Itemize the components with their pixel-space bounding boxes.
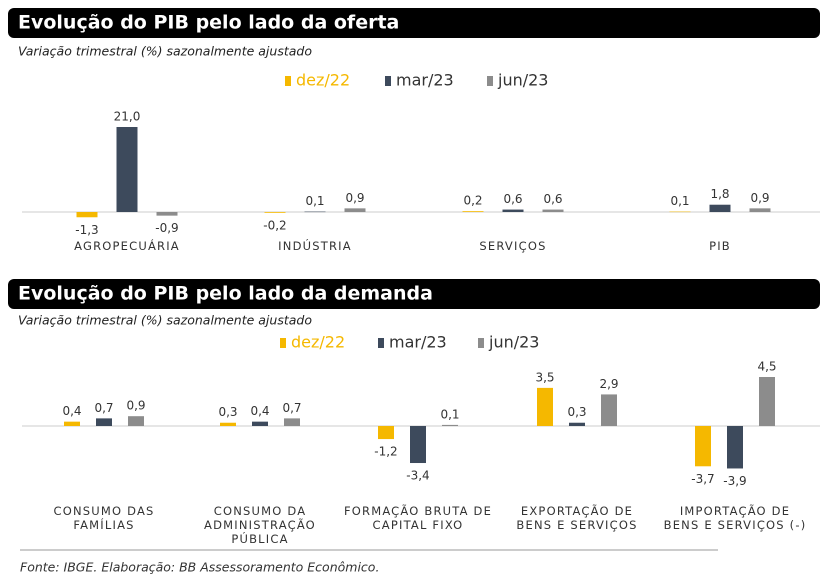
value-label: 0,2 <box>463 194 482 208</box>
category-label: INDÚSTRIA <box>278 239 352 253</box>
bar <box>537 387 553 426</box>
legend-label: mar/23 <box>389 333 447 352</box>
bar <box>669 211 691 213</box>
legend-swatch <box>280 338 286 348</box>
bar <box>569 422 585 426</box>
bar <box>378 426 394 440</box>
title-bar <box>8 8 820 38</box>
category-label: CONSUMO DA ADMINISTRAÇÃO PÚBLICA <box>204 504 316 546</box>
chart-subtitle: Variação trimestral (%) sazonalmente aju… <box>18 44 312 59</box>
bar <box>304 211 326 213</box>
value-label: 0,6 <box>543 192 562 206</box>
bar <box>442 424 458 426</box>
value-label: 0,4 <box>62 404 81 418</box>
value-label: 21,0 <box>114 110 141 124</box>
value-label: 0,9 <box>126 399 145 413</box>
legend-swatch <box>487 76 493 86</box>
value-label: -3,4 <box>406 469 429 483</box>
category-label: IMPORTAÇÃO DE BENS E SERVIÇOS (-) <box>663 504 807 532</box>
value-label: -0,2 <box>263 218 286 232</box>
legend-label: jun/23 <box>488 333 539 352</box>
bar <box>156 212 178 216</box>
value-label: 0,9 <box>345 191 364 205</box>
value-label: -1,2 <box>374 445 397 459</box>
bar <box>284 418 300 426</box>
bar <box>759 377 775 426</box>
value-label: 3,5 <box>535 370 554 384</box>
bar <box>749 208 771 212</box>
value-label: 0,6 <box>503 192 522 206</box>
category-label: SERVIÇOS <box>479 239 547 253</box>
bar <box>502 209 524 212</box>
value-label: 0,3 <box>567 405 586 419</box>
chart-title: Evolução do PIB pelo lado da demanda <box>18 283 433 305</box>
legend-swatch <box>285 76 291 86</box>
legend-label: jun/23 <box>497 71 548 90</box>
category-label: PIB <box>709 239 731 253</box>
bar <box>128 416 144 426</box>
legend-swatch <box>478 338 484 348</box>
value-label: -3,7 <box>691 472 714 486</box>
bar <box>116 127 138 212</box>
bar <box>462 211 484 212</box>
bar <box>695 426 711 467</box>
value-label: 0,7 <box>94 401 113 415</box>
bar <box>542 209 564 212</box>
value-label: 0,4 <box>250 404 269 418</box>
value-label: 0,1 <box>440 407 459 421</box>
bar <box>410 426 426 464</box>
bar <box>727 426 743 469</box>
value-label: 0,9 <box>750 191 769 205</box>
category-label: CONSUMO DAS FAMÍLIAS <box>53 504 155 532</box>
legend-label: dez/22 <box>291 333 345 352</box>
bar <box>709 204 731 212</box>
value-label: 1,8 <box>710 187 729 201</box>
bar <box>344 208 366 212</box>
legend-swatch <box>385 76 391 86</box>
value-label: 4,5 <box>757 360 776 374</box>
value-label: -3,9 <box>723 474 746 488</box>
bar <box>601 394 617 426</box>
bar <box>96 418 112 426</box>
value-label: 0,7 <box>282 401 301 415</box>
bar <box>252 421 268 426</box>
value-label: 2,9 <box>599 377 618 391</box>
category-label: FORMAÇÃO BRUTA DE CAPITAL FIXO <box>343 504 493 532</box>
chart-subtitle: Variação trimestral (%) sazonalmente aju… <box>18 313 312 328</box>
value-label: -0,9 <box>155 221 178 235</box>
source: Fonte: IBGE. Elaboração: BB Assessoramen… <box>20 560 379 575</box>
bar <box>220 422 236 426</box>
category-label: EXPORTAÇÃO DE BENS E SERVIÇOS <box>516 504 638 532</box>
value-label: 0,3 <box>218 405 237 419</box>
bar <box>264 212 286 213</box>
legend-label: mar/23 <box>396 71 454 90</box>
legend-label: dez/22 <box>296 71 350 90</box>
title-bar <box>8 279 820 309</box>
value-label: 0,1 <box>305 194 324 208</box>
legend-swatch <box>378 338 384 348</box>
value-label: 0,1 <box>670 194 689 208</box>
category-label: AGROPECUÁRIA <box>74 239 180 253</box>
bar <box>76 212 98 218</box>
bar <box>64 421 80 426</box>
chart-title: Evolução do PIB pelo lado da oferta <box>18 12 399 34</box>
value-label: -1,3 <box>75 223 98 237</box>
